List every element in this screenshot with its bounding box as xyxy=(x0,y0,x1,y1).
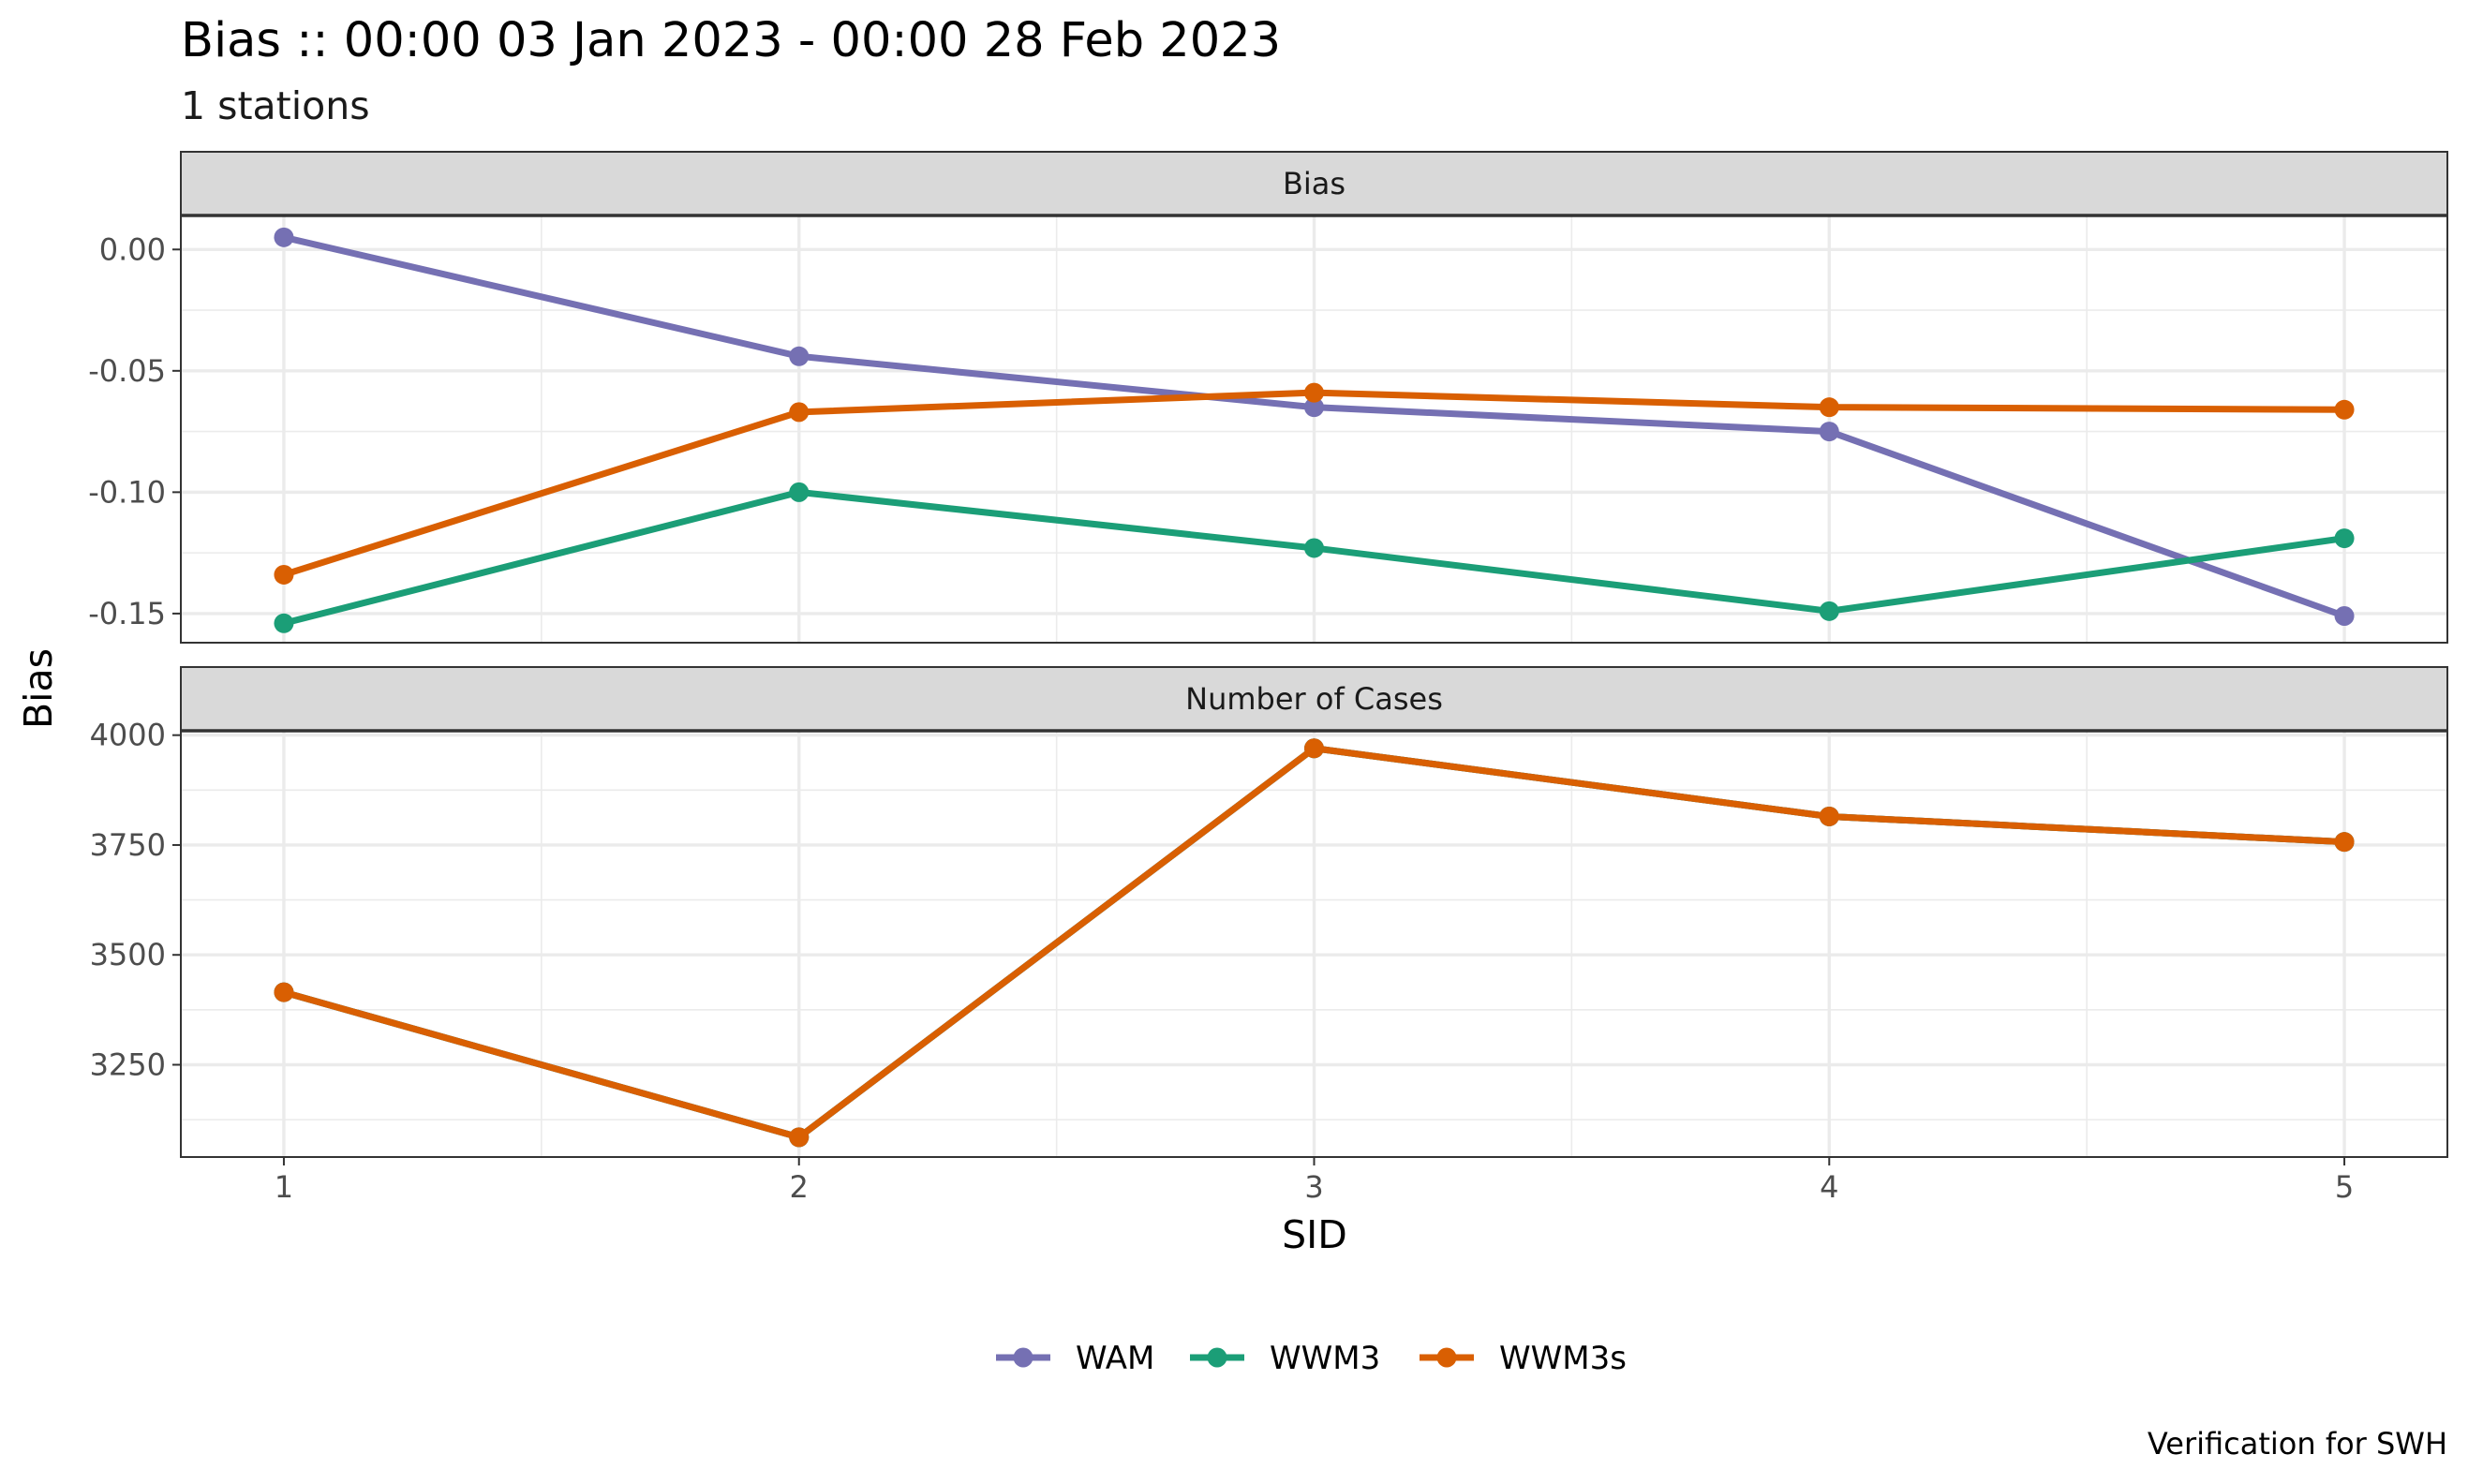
legend-item-wwm3: WWM3 xyxy=(1190,1340,1380,1377)
y-tick-label: 3750 xyxy=(90,827,166,863)
legend-item-wwm3s: WWM3s xyxy=(1420,1340,1627,1377)
strip-label: Bias xyxy=(1283,166,1346,201)
data-point-wwm3 xyxy=(274,613,294,633)
panel-1: 0.00 -0.05 -0.10 -0.15 Bias xyxy=(88,151,2448,644)
panel-2: 4000 3750 3500 3250 Number of Cases xyxy=(90,666,2448,1158)
strip-label: Number of Cases xyxy=(1185,681,1443,717)
y-tick-label: 3250 xyxy=(90,1046,166,1082)
x-tick-label: 3 xyxy=(1304,1169,1323,1205)
legend-key-point xyxy=(1207,1347,1227,1368)
x-tick-label: 5 xyxy=(2335,1169,2354,1205)
x-tick-label: 1 xyxy=(275,1169,293,1205)
y-tick-label: 0.00 xyxy=(99,231,166,267)
data-point-wwm3 xyxy=(1304,538,1324,558)
y-axis-title: Bias xyxy=(16,648,61,729)
data-point-wwm3s xyxy=(1819,397,1839,418)
legend-key-point xyxy=(1436,1347,1457,1368)
data-point-wwm3s xyxy=(274,982,294,1002)
legend-label: WWM3s xyxy=(1499,1340,1627,1377)
x-tick-label: 2 xyxy=(790,1169,809,1205)
panels: 0.00 -0.05 -0.10 -0.15 Bias 4000 3750 3500 3250 N… xyxy=(88,151,2448,1205)
data-point-wwm3s xyxy=(1819,806,1839,826)
data-point-wwm3s xyxy=(1304,382,1324,403)
y-tick-label: -0.15 xyxy=(88,596,166,631)
data-point-wwm3s xyxy=(2334,832,2355,853)
legend-key-point xyxy=(1013,1347,1033,1368)
data-point-wwm3s xyxy=(2334,399,2355,420)
data-point-wwm3 xyxy=(789,482,810,502)
data-point-wwm3s xyxy=(789,1127,810,1148)
data-point-wam xyxy=(1304,397,1324,418)
chart-caption: Verification for SWH xyxy=(2148,1426,2447,1462)
chart-subtitle: 1 stations xyxy=(181,83,370,128)
data-point-wwm3s xyxy=(1304,738,1324,759)
legend: WAM WWM3 WWM3s xyxy=(996,1340,1627,1377)
data-point-wwm3s xyxy=(274,564,294,585)
legend-item-wam: WAM xyxy=(996,1340,1154,1377)
data-point-wam xyxy=(1819,422,1839,442)
x-tick-label: 4 xyxy=(1820,1169,1838,1205)
data-point-wwm3 xyxy=(1819,601,1839,621)
data-point-wam xyxy=(789,346,810,366)
y-tick-label: 3500 xyxy=(90,937,166,972)
data-point-wwm3s xyxy=(789,402,810,423)
y-tick-label: -0.10 xyxy=(88,474,166,510)
x-axis-title: SID xyxy=(1282,1212,1347,1257)
data-point-wam xyxy=(2334,606,2355,626)
y-tick-label: 4000 xyxy=(90,718,166,753)
strip-background xyxy=(180,151,2448,216)
y-tick-label: -0.05 xyxy=(88,353,166,389)
data-point-wwm3 xyxy=(2334,528,2355,549)
chart-title: Bias :: 00:00 03 Jan 2023 - 00:00 28 Feb… xyxy=(181,13,1281,68)
legend-label: WAM xyxy=(1076,1340,1154,1377)
legend-label: WWM3 xyxy=(1270,1340,1380,1377)
data-point-wam xyxy=(274,227,294,247)
x-axis: 1 2 3 4 5 xyxy=(275,1157,2354,1205)
